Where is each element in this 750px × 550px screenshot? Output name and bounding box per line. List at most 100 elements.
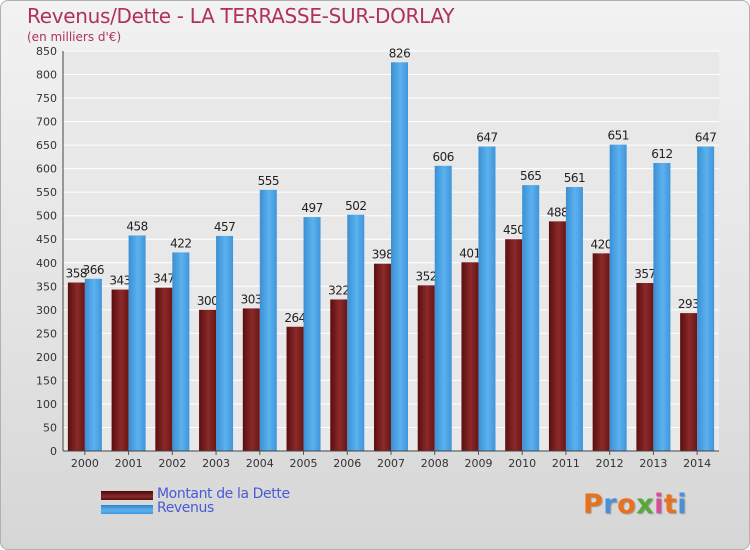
- data-label-revenus: 647: [476, 131, 497, 145]
- y-tick-label: 300: [36, 304, 57, 317]
- bar-revenus: [172, 252, 190, 451]
- data-label-debt: 347: [153, 272, 174, 286]
- bar-revenus: [565, 187, 583, 451]
- bar-debt: [199, 309, 217, 451]
- bar-revenus: [303, 217, 321, 451]
- x-tick-label: 2003: [202, 457, 230, 470]
- x-tick-label: 2013: [639, 457, 667, 470]
- bar-debt: [636, 283, 654, 451]
- data-label-revenus: 422: [170, 236, 191, 250]
- x-tick-label: 2000: [71, 457, 99, 470]
- legend-label-debt: Montant de la Dette: [157, 486, 290, 502]
- legend-item-debt: Montant de la Dette: [101, 486, 401, 502]
- data-label-revenus: 826: [389, 46, 410, 60]
- bar-revenus: [347, 214, 365, 451]
- y-tick-label: 250: [36, 327, 57, 340]
- data-label-debt: 488: [547, 205, 568, 219]
- logo-letter: i: [677, 489, 688, 520]
- bar-debt: [67, 282, 85, 451]
- y-tick-label: 500: [36, 210, 57, 223]
- bar-debt: [461, 262, 479, 451]
- data-label-debt: 300: [197, 294, 218, 308]
- x-tick-label: 2012: [596, 457, 624, 470]
- logo-letter: x: [636, 489, 655, 520]
- logo-letter: r: [603, 489, 618, 520]
- data-label-debt: 420: [590, 237, 611, 251]
- bar-debt: [111, 289, 129, 451]
- logo-letter: i: [654, 489, 664, 520]
- y-tick-label: 550: [36, 186, 57, 199]
- y-tick-label: 600: [36, 163, 57, 176]
- x-tick-label: 2005: [290, 457, 318, 470]
- data-label-debt: 322: [328, 283, 349, 297]
- y-tick-label: 150: [36, 374, 57, 387]
- data-label-revenus: 497: [301, 201, 322, 215]
- x-tick-label: 2006: [333, 457, 361, 470]
- bar-debt: [242, 308, 260, 451]
- data-label-debt: 303: [241, 292, 262, 306]
- bar-debt: [417, 285, 435, 451]
- y-tick-label: 50: [43, 421, 57, 434]
- y-tick-label: 750: [36, 92, 57, 105]
- legend-label-revenus: Revenus: [157, 500, 214, 516]
- bar-debt: [155, 287, 173, 451]
- bar-revenus: [522, 185, 540, 451]
- x-tick-label: 2004: [246, 457, 274, 470]
- bar-revenus: [434, 165, 452, 451]
- logo-letter: t: [663, 489, 678, 520]
- data-label-debt: 343: [109, 274, 130, 288]
- y-tick-label: 0: [50, 445, 57, 458]
- x-tick-label: 2011: [552, 457, 580, 470]
- y-tick-label: 350: [36, 280, 57, 293]
- x-tick-label: 2010: [508, 457, 536, 470]
- x-tick-label: 2008: [421, 457, 449, 470]
- bar-revenus: [653, 163, 671, 451]
- legend-swatch-revenus: [101, 505, 153, 514]
- legend-swatch-debt: [101, 491, 153, 500]
- x-tick-label: 2002: [158, 457, 186, 470]
- data-label-revenus: 457: [214, 220, 235, 234]
- bar-debt: [548, 221, 566, 451]
- proxiti-logo: Proxiti: [583, 489, 687, 520]
- chart-subtitle: (en milliers d'€): [27, 30, 122, 44]
- y-tick-label: 650: [36, 139, 57, 152]
- x-tick-label: 2009: [464, 457, 492, 470]
- y-tick-label: 850: [36, 45, 57, 58]
- data-label-debt: 450: [503, 223, 524, 237]
- data-label-debt: 357: [634, 267, 655, 281]
- data-label-debt: 352: [416, 269, 437, 283]
- bar-revenus: [697, 146, 715, 451]
- data-label-debt: 398: [372, 248, 393, 262]
- bar-revenus: [128, 235, 146, 451]
- data-label-debt: 401: [459, 246, 480, 260]
- bar-revenus: [84, 278, 102, 451]
- bar-revenus: [391, 62, 408, 451]
- logo-letter: o: [617, 489, 637, 520]
- y-tick-label: 450: [36, 233, 57, 246]
- data-label-debt: 264: [284, 311, 305, 325]
- x-tick-label: 2014: [683, 457, 711, 470]
- bar-revenus: [259, 189, 277, 451]
- data-label-debt: 358: [66, 267, 87, 281]
- x-tick-label: 2001: [115, 457, 143, 470]
- data-label-revenus: 565: [520, 169, 541, 183]
- y-tick-label: 800: [36, 69, 57, 82]
- y-tick-label: 700: [36, 116, 57, 129]
- data-label-revenus: 606: [433, 150, 454, 164]
- legend: Montant de la Dette Revenus: [101, 486, 401, 516]
- bar-debt: [592, 253, 610, 451]
- legend-item-revenus: Revenus: [101, 500, 401, 516]
- chart-title: Revenus/Dette - LA TERRASSE-SUR-DORLAY: [27, 4, 455, 28]
- data-label-revenus: 647: [695, 131, 716, 145]
- bar-debt: [330, 299, 348, 451]
- y-tick-label: 200: [36, 351, 57, 364]
- data-label-debt: 293: [678, 297, 699, 311]
- data-label-revenus: 458: [126, 219, 147, 233]
- data-label-revenus: 561: [564, 171, 585, 185]
- data-label-revenus: 651: [607, 129, 628, 143]
- bar-debt: [505, 239, 523, 451]
- y-tick-label: 100: [36, 398, 57, 411]
